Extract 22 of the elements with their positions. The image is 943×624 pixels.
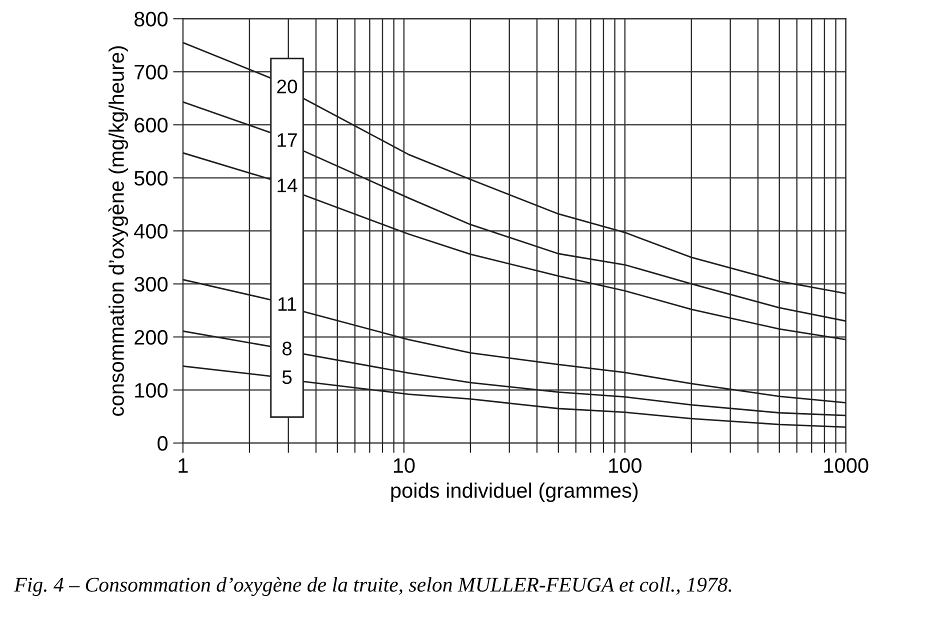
- y-tick-label: 0: [158, 436, 168, 451]
- y-tick-label: 700: [134, 64, 168, 80]
- y-tick-label: 800: [134, 12, 168, 26]
- series-label: 17: [278, 133, 297, 147]
- series-label: 5: [282, 370, 292, 384]
- y-tick-label: 400: [134, 224, 168, 239]
- series-label: 20: [277, 80, 298, 94]
- y-tick-label: 600: [134, 118, 168, 133]
- x-tick-label: 100: [609, 458, 642, 473]
- x-tick-label: 1: [178, 458, 188, 473]
- x-tick-label: 10: [394, 458, 415, 473]
- y-tick-label: 200: [134, 330, 168, 345]
- series-label: 8: [282, 342, 292, 356]
- y-tick-label: 300: [134, 276, 168, 292]
- y-tick-label: 500: [134, 170, 168, 186]
- y-tick-label: 100: [135, 383, 168, 398]
- caption: Fig. 4 – Consommation d’oxygène de la truite, selon MULLER-FEUGA et coll., 1978.: [14, 577, 732, 596]
- series-label: 14: [278, 178, 298, 192]
- x-tick-label: 1000: [824, 458, 868, 473]
- series-label: 11: [278, 297, 296, 311]
- x-axis-title: poids individuel (grammes): [391, 482, 638, 502]
- y-axis-title: consommation d’oxygène (mg/kg/heure): [108, 46, 128, 416]
